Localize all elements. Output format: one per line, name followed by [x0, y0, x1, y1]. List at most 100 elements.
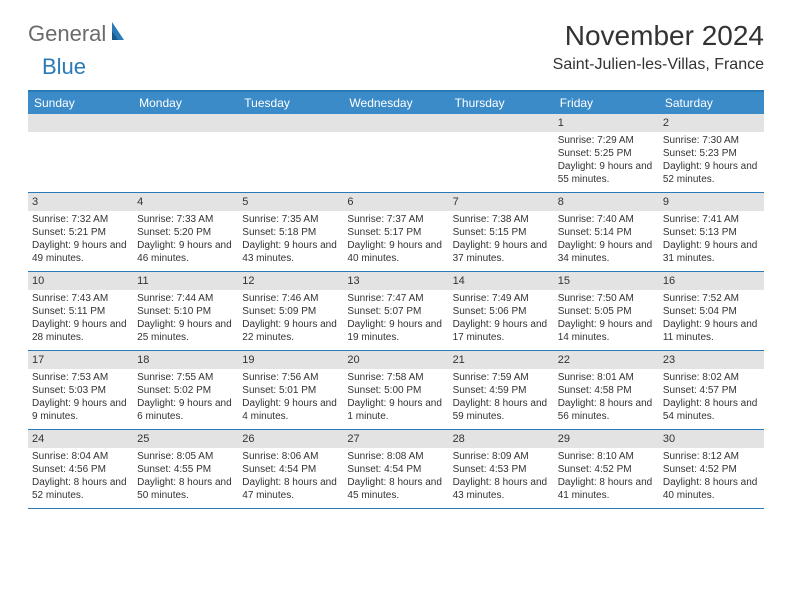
- sunrise-text: Sunrise: 7:37 AM: [347, 213, 444, 226]
- sunset-text: Sunset: 5:15 PM: [453, 226, 550, 239]
- day-cell: 29Sunrise: 8:10 AMSunset: 4:52 PMDayligh…: [554, 430, 659, 508]
- sunrise-text: Sunrise: 8:06 AM: [242, 450, 339, 463]
- day-cell: 21Sunrise: 7:59 AMSunset: 4:59 PMDayligh…: [449, 351, 554, 429]
- day-number: 13: [343, 272, 448, 290]
- daylight-text: Daylight: 8 hours and 50 minutes.: [137, 476, 234, 502]
- daylight-text: Daylight: 9 hours and 9 minutes.: [32, 397, 129, 423]
- day-cell: 25Sunrise: 8:05 AMSunset: 4:55 PMDayligh…: [133, 430, 238, 508]
- day-number: 29: [554, 430, 659, 448]
- day-cell: 5Sunrise: 7:35 AMSunset: 5:18 PMDaylight…: [238, 193, 343, 271]
- day-cell: 6 Sunrise: 7:37 AMSunset: 5:17 PMDaylight…: [343, 193, 448, 271]
- day-body: Sunrise: 7:32 AMSunset: 5:21 PMDaylight:…: [28, 211, 133, 269]
- sunset-text: Sunset: 5:23 PM: [663, 147, 760, 160]
- day-cell: 13Sunrise: 7:47 AMSunset: 5:07 PMDayligh…: [343, 272, 448, 350]
- day-cell: 12Sunrise: 7:46 AMSunset: 5:09 PMDayligh…: [238, 272, 343, 350]
- daylight-text: Daylight: 8 hours and 59 minutes.: [453, 397, 550, 423]
- daylight-text: Daylight: 9 hours and 6 minutes.: [137, 397, 234, 423]
- sunrise-text: Sunrise: 7:53 AM: [32, 371, 129, 384]
- day-number: 26: [238, 430, 343, 448]
- sunset-text: Sunset: 4:57 PM: [663, 384, 760, 397]
- sunrise-text: Sunrise: 7:52 AM: [663, 292, 760, 305]
- daylight-text: Daylight: 9 hours and 14 minutes.: [558, 318, 655, 344]
- sunrise-text: Sunrise: 7:50 AM: [558, 292, 655, 305]
- daylight-text: Daylight: 8 hours and 45 minutes.: [347, 476, 444, 502]
- day-cell: 8Sunrise: 7:40 AMSunset: 5:14 PMDaylight…: [554, 193, 659, 271]
- weeks-container: 1Sunrise: 7:29 AMSunset: 5:25 PMDaylight…: [28, 114, 764, 509]
- sunrise-text: Sunrise: 8:10 AM: [558, 450, 655, 463]
- daylight-text: Daylight: 9 hours and 22 minutes.: [242, 318, 339, 344]
- sunrise-text: Sunrise: 7:38 AM: [453, 213, 550, 226]
- daylight-text: Daylight: 9 hours and 52 minutes.: [663, 160, 760, 186]
- sunrise-text: Sunrise: 7:30 AM: [663, 134, 760, 147]
- day-body: Sunrise: 8:10 AMSunset: 4:52 PMDaylight:…: [554, 448, 659, 506]
- day-body: Sunrise: 7:59 AMSunset: 4:59 PMDaylight:…: [449, 369, 554, 427]
- month-title: November 2024: [553, 20, 764, 52]
- day-cell: 26Sunrise: 8:06 AMSunset: 4:54 PMDayligh…: [238, 430, 343, 508]
- sunset-text: Sunset: 5:17 PM: [347, 226, 444, 239]
- sunrise-text: Sunrise: 7:43 AM: [32, 292, 129, 305]
- day-cell: 18Sunrise: 7:55 AMSunset: 5:02 PMDayligh…: [133, 351, 238, 429]
- sunrise-text: Sunrise: 7:40 AM: [558, 213, 655, 226]
- day-cell: 3Sunrise: 7:32 AMSunset: 5:21 PMDaylight…: [28, 193, 133, 271]
- sunrise-text: Sunrise: 7:56 AM: [242, 371, 339, 384]
- day-body: Sunrise: 8:04 AMSunset: 4:56 PMDaylight:…: [28, 448, 133, 506]
- logo-text-1: General: [28, 21, 106, 47]
- sunrise-text: Sunrise: 7:47 AM: [347, 292, 444, 305]
- dow-thursday: Thursday: [449, 92, 554, 114]
- sunset-text: Sunset: 4:59 PM: [453, 384, 550, 397]
- day-number: 21: [449, 351, 554, 369]
- empty-day-head: [449, 114, 554, 132]
- day-body: Sunrise: 7:56 AMSunset: 5:01 PMDaylight:…: [238, 369, 343, 427]
- day-number: 28: [449, 430, 554, 448]
- day-number: 20: [343, 351, 448, 369]
- logo-text-2: Blue: [42, 54, 86, 80]
- day-cell: 16Sunrise: 7:52 AMSunset: 5:04 PMDayligh…: [659, 272, 764, 350]
- dow-saturday: Saturday: [659, 92, 764, 114]
- sunset-text: Sunset: 4:52 PM: [663, 463, 760, 476]
- day-cell: [28, 114, 133, 192]
- sunset-text: Sunset: 5:21 PM: [32, 226, 129, 239]
- day-cell: 14Sunrise: 7:49 AMSunset: 5:06 PMDayligh…: [449, 272, 554, 350]
- day-number: 19: [238, 351, 343, 369]
- sunset-text: Sunset: 4:53 PM: [453, 463, 550, 476]
- week-row: 17Sunrise: 7:53 AMSunset: 5:03 PMDayligh…: [28, 351, 764, 430]
- day-number: 6: [343, 193, 448, 211]
- sunset-text: Sunset: 5:04 PM: [663, 305, 760, 318]
- daylight-text: Daylight: 9 hours and 4 minutes.: [242, 397, 339, 423]
- day-number: 27: [343, 430, 448, 448]
- day-body: Sunrise: 7:29 AMSunset: 5:25 PMDaylight:…: [554, 132, 659, 190]
- daylight-text: Daylight: 9 hours and 17 minutes.: [453, 318, 550, 344]
- dow-tuesday: Tuesday: [238, 92, 343, 114]
- day-cell: 24Sunrise: 8:04 AMSunset: 4:56 PMDayligh…: [28, 430, 133, 508]
- day-body: Sunrise: 7:52 AMSunset: 5:04 PMDaylight:…: [659, 290, 764, 348]
- day-body: Sunrise: 7:38 AMSunset: 5:15 PMDaylight:…: [449, 211, 554, 269]
- day-number: 15: [554, 272, 659, 290]
- day-cell: [238, 114, 343, 192]
- daylight-text: Daylight: 9 hours and 25 minutes.: [137, 318, 234, 344]
- sunrise-text: Sunrise: 7:46 AM: [242, 292, 339, 305]
- dow-row: SundayMondayTuesdayWednesdayThursdayFrid…: [28, 92, 764, 114]
- sunset-text: Sunset: 4:52 PM: [558, 463, 655, 476]
- day-number: 23: [659, 351, 764, 369]
- dow-wednesday: Wednesday: [343, 92, 448, 114]
- day-cell: [133, 114, 238, 192]
- sunset-text: Sunset: 5:11 PM: [32, 305, 129, 318]
- sunset-text: Sunset: 5:06 PM: [453, 305, 550, 318]
- day-cell: 23Sunrise: 8:02 AMSunset: 4:57 PMDayligh…: [659, 351, 764, 429]
- day-body: Sunrise: 7:58 AMSunset: 5:00 PMDaylight:…: [343, 369, 448, 427]
- day-cell: 30Sunrise: 8:12 AMSunset: 4:52 PMDayligh…: [659, 430, 764, 508]
- calendar: SundayMondayTuesdayWednesdayThursdayFrid…: [28, 90, 764, 509]
- day-cell: 1Sunrise: 7:29 AMSunset: 5:25 PMDaylight…: [554, 114, 659, 192]
- daylight-text: Daylight: 9 hours and 40 minutes.: [347, 239, 444, 265]
- day-body: Sunrise: 7:40 AMSunset: 5:14 PMDaylight:…: [554, 211, 659, 269]
- day-body: Sunrise: 8:08 AMSunset: 4:54 PMDaylight:…: [343, 448, 448, 506]
- day-number: 12: [238, 272, 343, 290]
- day-cell: [449, 114, 554, 192]
- daylight-text: Daylight: 9 hours and 34 minutes.: [558, 239, 655, 265]
- sunrise-text: Sunrise: 7:33 AM: [137, 213, 234, 226]
- sunrise-text: Sunrise: 7:35 AM: [242, 213, 339, 226]
- empty-day-head: [238, 114, 343, 132]
- day-body: Sunrise: 7:33 AMSunset: 5:20 PMDaylight:…: [133, 211, 238, 269]
- sunrise-text: Sunrise: 7:55 AM: [137, 371, 234, 384]
- sunset-text: Sunset: 5:13 PM: [663, 226, 760, 239]
